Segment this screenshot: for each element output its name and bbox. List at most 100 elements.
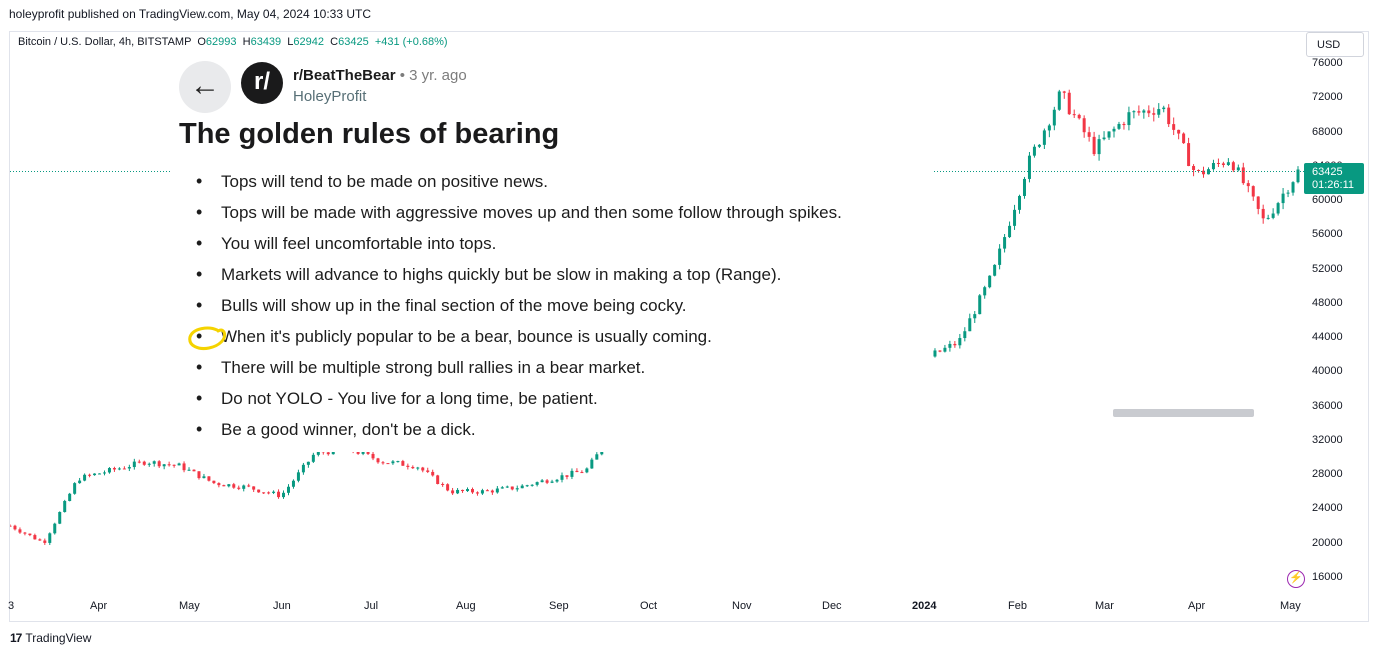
candle-body	[988, 275, 992, 288]
price-axis-label: 72000	[1312, 91, 1343, 104]
candle-body	[73, 483, 77, 494]
candle-body	[1127, 112, 1131, 126]
candle-body	[1281, 193, 1285, 204]
symbol-name: Bitcoin / U.S. Dollar, 4h, BITSTAMP	[18, 36, 192, 48]
candle-body	[48, 533, 52, 543]
candle-body	[983, 287, 987, 296]
time-axis-label: Nov	[732, 600, 752, 612]
rule-item: When it's publicly popular to be a bear,…	[179, 326, 842, 358]
candle-body	[88, 474, 92, 476]
bar-countdown: 01:26:11	[1312, 179, 1355, 191]
candle-body	[421, 467, 425, 471]
published-header: holeyprofit published on TradingView.com…	[9, 7, 371, 21]
candle-body	[1032, 146, 1036, 156]
candle-body	[202, 476, 206, 479]
time-axis-label: Apr	[90, 600, 108, 612]
candle-body	[451, 490, 455, 494]
price-axis-label: 52000	[1312, 262, 1343, 275]
candle-body	[1072, 114, 1076, 116]
candle-body	[63, 500, 67, 513]
last-price-tag: 63425 01:26:11	[1304, 163, 1364, 194]
tradingview-logo-icon: 17	[10, 631, 22, 645]
candle-body	[1087, 132, 1091, 137]
candle-body	[1067, 92, 1071, 115]
close-label: C	[330, 36, 339, 48]
time-axis-label: May	[1280, 600, 1301, 612]
candle-body	[262, 492, 266, 494]
candle-body	[23, 532, 27, 534]
candle-body	[291, 480, 295, 487]
candle-body	[237, 487, 241, 489]
candle-body	[93, 473, 97, 476]
candle-body	[520, 485, 524, 489]
candle-body	[600, 450, 604, 455]
candle-body	[162, 464, 166, 467]
overlay-scrollbar	[1113, 409, 1254, 417]
candle-body	[1122, 123, 1126, 126]
candle-body	[53, 523, 57, 534]
candle-body	[316, 451, 320, 455]
candle-body	[1251, 186, 1255, 197]
candle-body	[555, 479, 559, 482]
candle-body	[122, 468, 126, 470]
price-axis-label: 24000	[1312, 502, 1343, 515]
candle-body	[1206, 169, 1210, 175]
candle-body	[485, 490, 489, 492]
candle-body	[1231, 162, 1235, 171]
candle-body	[232, 484, 236, 488]
currency-button[interactable]: USD	[1306, 32, 1364, 57]
candle-body	[1042, 130, 1046, 145]
candle-body	[212, 480, 216, 484]
subreddit-avatar[interactable]: r/	[241, 62, 283, 104]
tradingview-brand[interactable]: 17 TradingView	[10, 631, 91, 645]
candle-body	[182, 463, 186, 471]
lightning-icon[interactable]: ⚡	[1287, 570, 1305, 588]
candle-body	[1226, 162, 1230, 166]
rule-item: Bulls will show up in the final section …	[179, 295, 842, 327]
candle-body	[252, 486, 256, 490]
candle-body	[152, 461, 156, 464]
candle-body	[441, 484, 445, 486]
candle-body	[973, 314, 977, 319]
subreddit-name[interactable]: r/BeatTheBear	[293, 67, 396, 84]
rule-item: You will feel uncomfortable into tops.	[179, 233, 842, 265]
price-axis-label: 36000	[1312, 399, 1343, 412]
candle-body	[1192, 166, 1196, 170]
post-age: • 3 yr. ago	[399, 67, 467, 84]
candle-body	[1162, 107, 1166, 110]
time-axis-label: Aug	[456, 600, 476, 612]
open-label: O	[197, 36, 206, 48]
candle-body	[127, 467, 131, 469]
candle-body	[192, 469, 196, 472]
candle-body	[495, 488, 499, 493]
candle-body	[311, 454, 315, 462]
candle-body	[371, 453, 375, 459]
candle-body	[187, 469, 191, 471]
candle-body	[1102, 137, 1106, 140]
time-axis-label: Jul	[364, 600, 379, 612]
candle-body	[117, 468, 121, 470]
candle-body	[1147, 110, 1151, 114]
candle-body	[1057, 91, 1061, 110]
candle-body	[1157, 109, 1161, 115]
candle-body	[1296, 169, 1300, 183]
candle-body	[282, 492, 286, 498]
candle-body	[550, 481, 554, 483]
candle-body	[470, 489, 474, 493]
candle-body	[436, 475, 440, 485]
candle-body	[490, 490, 494, 493]
candle-body	[1167, 107, 1171, 125]
candle-body	[1027, 155, 1031, 179]
post-author[interactable]: HoleyProfit	[293, 88, 367, 105]
rule-item: Tops will be made with aggressive moves …	[179, 202, 842, 234]
candle-body	[953, 343, 957, 346]
rule-item: There will be multiple strong bull ralli…	[179, 357, 842, 389]
candle-body	[1062, 91, 1066, 93]
time-axis-label: Oct	[640, 600, 658, 612]
candle-body	[227, 484, 231, 487]
candle-body	[585, 468, 589, 473]
back-arrow-icon[interactable]: ←	[179, 61, 231, 113]
price-axis-label: 28000	[1312, 468, 1343, 480]
candle-body	[112, 468, 116, 470]
candle-body	[595, 454, 599, 460]
